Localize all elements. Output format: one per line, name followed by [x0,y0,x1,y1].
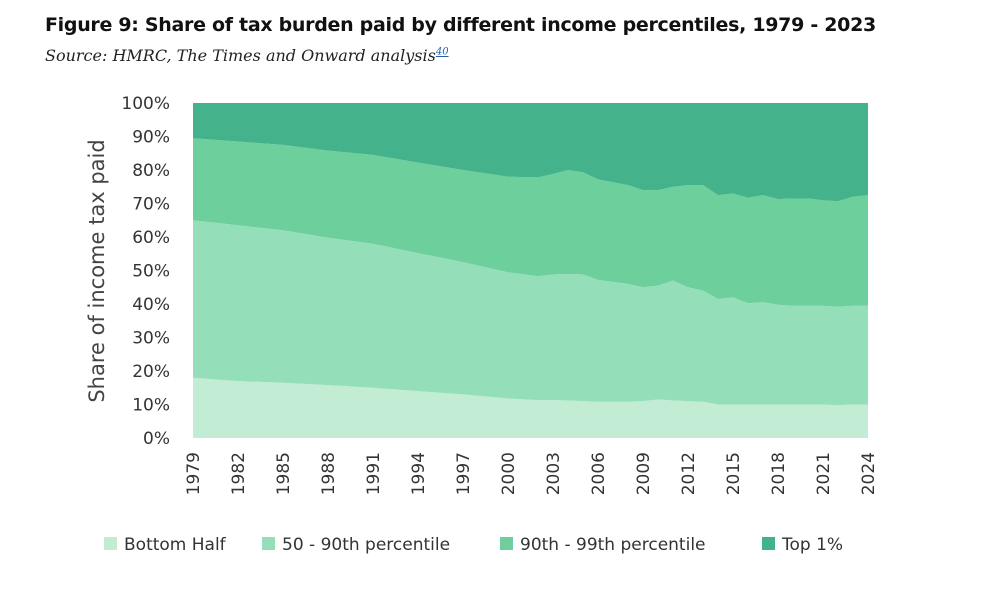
legend-swatch [762,537,775,550]
x-tick-label: 2000 [499,452,519,495]
legend-item-top-1: Top 1% [762,535,843,555]
area-bottom-half [193,377,868,438]
legend-item-90th-99th-percentile: 90th - 99th percentile [500,535,706,555]
source-footnote-link[interactable]: 40 [435,46,449,58]
legend-swatch [262,537,275,550]
y-tick-label: 50% [132,262,170,282]
x-tick-label: 2003 [544,452,564,495]
x-tick-label: 2018 [769,452,789,495]
y-axis-ticks: 0% 10% 20% 30% 40% 50% 60% 70% 80% 90% 100% [121,94,170,449]
x-tick-label: 2012 [679,452,699,495]
x-tick-label: 1988 [319,452,339,495]
x-tick-label: 2006 [589,452,609,495]
x-tick-label: 2021 [814,452,834,495]
area-top-1 [193,103,868,202]
area-90th-99th-percentile [193,138,868,307]
y-tick-label: 20% [132,362,170,382]
legend-label: Bottom Half [124,535,227,555]
x-tick-label: 1991 [364,452,384,495]
y-tick-label: 10% [132,396,170,416]
x-tick-label: 1997 [454,452,474,495]
x-tick-label: 1982 [229,452,249,495]
legend-swatch [500,537,513,550]
x-tick-label: 1985 [274,452,294,495]
legend-label: 90th - 99th percentile [520,535,706,555]
x-tick-label: 2015 [724,452,744,495]
legend-swatch [104,537,117,550]
legend-label: 50 - 90th percentile [282,535,450,555]
y-tick-label: 30% [132,329,170,349]
y-tick-label: 60% [132,228,170,248]
source-text: Source: HMRC, The Times and Onward analy… [45,46,436,65]
x-tick-label: 2009 [634,452,654,495]
figure-source: Source: HMRC, The Times and Onward analy… [45,46,449,65]
legend-item-50-90th-percentile: 50 - 90th percentile [262,535,450,555]
y-axis-label: Share of income tax paid [85,139,109,402]
legend: Bottom Half 50 - 90th percentile 90th - 99… [104,535,843,555]
x-axis-ticks: 1979 1982 1985 1988 1991 1994 1997 2000 2003 2006… [184,452,879,495]
y-tick-label: 0% [143,429,170,449]
y-tick-label: 70% [132,195,170,215]
legend-item-bottom-half: Bottom Half [104,535,227,555]
x-tick-label: 1994 [409,452,429,495]
area-layers [193,103,868,438]
area-50-90th-percentile [193,220,868,406]
y-tick-label: 100% [121,94,170,114]
x-tick-label: 1979 [184,452,204,495]
legend-label: Top 1% [781,535,843,555]
x-tick-label: 2024 [859,452,879,495]
y-tick-label: 90% [132,128,170,148]
figure-title: Figure 9: Share of tax burden paid by di… [45,14,876,36]
y-tick-label: 80% [132,161,170,181]
y-tick-label: 40% [132,295,170,315]
